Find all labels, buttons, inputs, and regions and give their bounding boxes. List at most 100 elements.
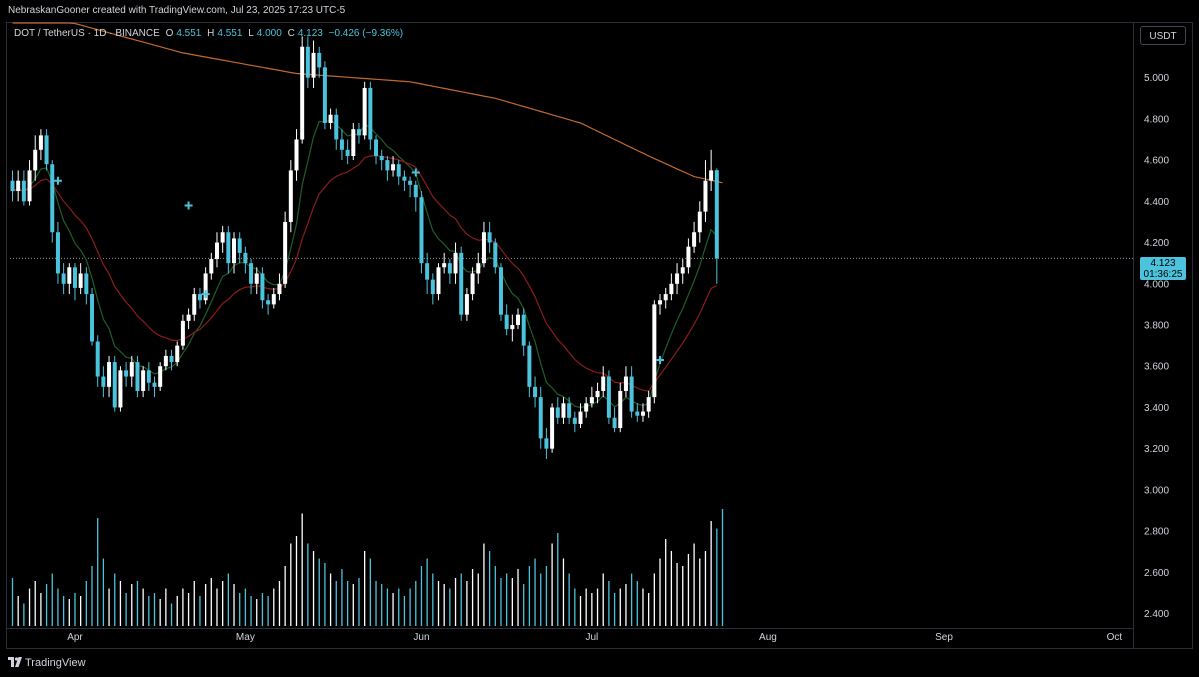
candle-body-up xyxy=(232,238,237,264)
candle-body-up xyxy=(618,390,623,429)
candle-body-down xyxy=(317,52,322,68)
symbol-legend: DOT / TetherUS · 1D · BINANCE O 4.551 H 4.… xyxy=(14,28,406,39)
candle-body-down xyxy=(385,160,390,171)
ema-mid-line xyxy=(12,155,718,392)
chart-frame xyxy=(6,22,1193,649)
candle-body-up xyxy=(33,149,38,171)
candle-body-down xyxy=(527,345,532,387)
volume-bars-layer xyxy=(11,509,724,626)
candle-body-down xyxy=(90,294,95,342)
candle-body-down xyxy=(322,67,327,123)
candle-body-down xyxy=(226,232,231,264)
candle-body-down xyxy=(10,180,15,192)
last-price-value: 4.123 xyxy=(1150,258,1176,269)
signal-cross-marker xyxy=(201,290,210,299)
candle-body-up xyxy=(481,232,486,264)
candle-body-up xyxy=(78,273,83,288)
candle-body-down xyxy=(152,382,157,387)
candle-body-down xyxy=(21,180,26,202)
candle-body-down xyxy=(249,263,254,284)
close-value: 4.123 xyxy=(297,28,323,39)
candle-body-down xyxy=(487,232,492,243)
candle-body-up xyxy=(362,87,367,136)
candle-body-up xyxy=(658,300,663,305)
price-tick-label: 3.000 xyxy=(1144,485,1169,496)
time-tick-label: Jul xyxy=(585,632,598,643)
high-label: H xyxy=(207,28,215,39)
candle-body-down xyxy=(504,314,509,330)
candle-body-down xyxy=(197,294,202,301)
close-label: C xyxy=(287,28,295,39)
price-tick-label: 4.600 xyxy=(1144,156,1169,167)
candle-body-down xyxy=(430,279,435,295)
candle-body-up xyxy=(175,345,180,363)
symbol-name[interactable]: DOT / TetherUS · 1D · BINANCE xyxy=(14,28,160,39)
candle-body-up xyxy=(589,397,594,404)
candle-body-down xyxy=(567,403,572,418)
candle-body-down xyxy=(544,438,549,449)
candle-body-down xyxy=(95,341,100,377)
tradingview-logo-icon xyxy=(8,657,22,667)
change-value: −0.426 (−9.36%) xyxy=(328,28,404,39)
time-tick-label: Jun xyxy=(413,632,429,643)
candle-body-up xyxy=(697,211,702,233)
candle-body-up xyxy=(351,129,356,156)
signal-cross-marker xyxy=(656,356,665,365)
candle-body-down xyxy=(396,164,401,177)
time-axis-divider xyxy=(6,628,1133,629)
candle-body-up xyxy=(192,294,197,315)
candle-body-down xyxy=(521,314,526,346)
candle-body-up xyxy=(311,52,316,78)
high-value: 4.551 xyxy=(217,28,243,39)
price-tick-label: 2.600 xyxy=(1144,568,1169,579)
candle-body-up xyxy=(203,273,208,301)
candle-body-up xyxy=(180,320,185,346)
candle-body-up xyxy=(118,370,123,408)
candle-body-up xyxy=(277,283,282,295)
currency-unit-button[interactable]: USDT xyxy=(1140,26,1186,45)
candle-body-down xyxy=(374,139,379,156)
time-tick-label: Apr xyxy=(67,632,83,643)
last-price-tag: 4.123 01:36:25 xyxy=(1140,257,1186,280)
candle-body-down xyxy=(493,242,498,268)
candle-body-down xyxy=(498,267,503,315)
signal-cross-marker xyxy=(184,201,193,210)
candle-body-up xyxy=(640,411,645,416)
signal-cross-marker xyxy=(411,168,420,177)
candle-body-down xyxy=(612,417,617,429)
candle-body-up xyxy=(584,403,589,412)
candle-body-up xyxy=(675,273,680,284)
time-axis-labels: Apr May Jun Jul Aug Sep Oct xyxy=(67,632,1122,643)
price-tick-label: 3.800 xyxy=(1144,321,1169,332)
candle-body-up xyxy=(288,170,293,222)
time-tick-label: Oct xyxy=(1107,632,1123,643)
candle-body-up xyxy=(271,294,276,305)
candle-body-down xyxy=(84,273,89,295)
tradingview-logo[interactable]: TradingView xyxy=(8,657,86,669)
candle-body-down xyxy=(606,376,611,418)
candle-body-down xyxy=(112,362,117,408)
candle-body-down xyxy=(72,267,77,288)
candle-body-up xyxy=(141,370,146,391)
open-label: O xyxy=(165,28,174,39)
candle-body-down xyxy=(260,273,265,301)
candle-body-up xyxy=(601,376,606,391)
candle-body-down xyxy=(459,252,464,315)
candle-body-up xyxy=(158,366,163,387)
price-tick-label: 5.000 xyxy=(1144,73,1169,84)
candle-body-down xyxy=(402,176,407,181)
time-tick-label: May xyxy=(236,632,255,643)
candle-body-up xyxy=(67,267,72,284)
candle-body-up xyxy=(550,407,555,449)
candle-body-up xyxy=(163,355,168,367)
candle-body-up xyxy=(27,170,32,202)
price-tick-label: 4.800 xyxy=(1144,114,1169,125)
candle-body-down xyxy=(44,135,49,165)
ma-long-line xyxy=(12,22,723,184)
footer-bar: TradingView xyxy=(0,649,1199,677)
candle-body-up xyxy=(16,180,21,192)
candle-body-up xyxy=(442,263,447,268)
candle-body-up xyxy=(646,397,651,412)
candle-body-up xyxy=(294,139,299,171)
